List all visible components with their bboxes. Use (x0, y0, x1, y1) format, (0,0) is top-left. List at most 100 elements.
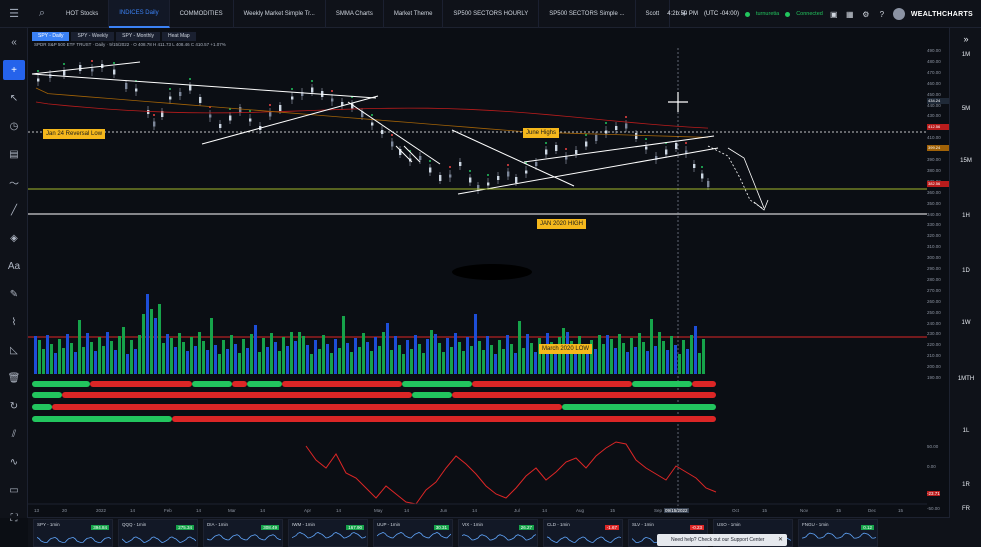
candle-body (279, 105, 282, 111)
mini-chart[interactable]: SPY - 1min 394.84 (33, 519, 113, 547)
fullscreen-icon[interactable]: ⛶ (10, 512, 18, 524)
text-tool-icon[interactable]: Aa (7, 260, 21, 272)
workspace-tab[interactable]: SP500 SECTORS HOURLY (443, 0, 540, 28)
brush-tool-icon[interactable]: ✎ (9, 288, 19, 300)
rsi-label: -23.71 (927, 491, 940, 496)
workspace-tab[interactable]: COMMODITIES (170, 0, 234, 28)
candle-body (189, 85, 192, 91)
mini-chart[interactable]: IWM - 1min 167.90 (288, 519, 368, 547)
indicator-icon[interactable]: ⫽ (11, 428, 17, 440)
volume-bar (86, 333, 89, 374)
shapes-tool-icon[interactable]: ◈ (10, 232, 18, 244)
chart-tab[interactable]: SPY - Weekly (71, 32, 115, 41)
price-label: 490.00 (927, 48, 941, 53)
chart-tab[interactable]: SPY - Monthly (116, 32, 161, 41)
annotation-june-highs[interactable]: June Highs (523, 128, 560, 138)
chart-area[interactable] (28, 28, 949, 518)
workspace-tab[interactable]: Weekly Market Simple Tr... (234, 0, 326, 28)
layout-icon[interactable]: ▭ (9, 484, 19, 496)
workspace-tab[interactable]: HOT Stocks (56, 0, 110, 28)
timeframe-button[interactable]: 1D (962, 268, 970, 274)
signal-dot (565, 148, 567, 150)
mini-chart[interactable]: FNGU - 1min 0.12 (798, 519, 878, 547)
help-icon[interactable]: ? (879, 9, 885, 19)
mini-chart[interactable]: UUP - 1min 30.31 (373, 519, 453, 547)
crosshair-tool-icon[interactable]: + (3, 60, 25, 80)
user-name[interactable]: turnuretia (755, 11, 780, 17)
workspace-tab[interactable]: Scott (636, 0, 671, 28)
clock-tool-icon[interactable]: ◷ (9, 120, 19, 132)
expand-icon[interactable]: » (963, 34, 969, 44)
price-label: 200.00 (927, 364, 941, 370)
save-icon[interactable]: ▣ (830, 9, 838, 19)
timeframe-button[interactable]: FR (962, 506, 970, 512)
mini-chart[interactable]: CLD - 1min -1.67 (543, 519, 623, 547)
candle-body (381, 130, 384, 134)
chart-canvas[interactable] (28, 28, 949, 518)
mini-chart[interactable]: VIX - 1min 26.27 (458, 519, 538, 547)
refresh-icon[interactable]: ↻ (9, 400, 19, 412)
volume-bar (494, 354, 497, 374)
price-label: 440.00 (927, 102, 941, 108)
trend-tool-icon[interactable]: 〜 (9, 178, 19, 190)
chart-tab[interactable]: Heat Map (162, 32, 196, 41)
volume-bar (178, 333, 181, 374)
mini-chart[interactable]: DIA - 1min 308.49 (203, 519, 283, 547)
volume-bar (498, 340, 501, 374)
workspace-tab[interactable]: SMMA Charts (326, 0, 384, 28)
timeframe-button[interactable]: 1L (962, 428, 970, 434)
timeframe-button[interactable]: 15M (960, 158, 972, 164)
menu-icon[interactable]: ☰ (9, 8, 19, 20)
candle-body (469, 177, 472, 183)
time-label: Apr (304, 508, 312, 513)
avatar[interactable] (892, 8, 905, 20)
annotation-jan24[interactable]: Jan 24 Reversal Low (43, 129, 106, 139)
indicator-segment (452, 392, 716, 398)
grid-icon[interactable]: ▦ (846, 9, 854, 19)
gear-icon[interactable]: ⚙ (862, 9, 870, 19)
timeframe-button[interactable]: 1R (962, 482, 970, 488)
price-label: 360.00 (927, 189, 941, 195)
trendline (403, 145, 421, 163)
timeframe-button[interactable]: 1H (962, 213, 970, 219)
calendar-tool-icon[interactable]: ▤ (9, 148, 19, 160)
timeframe-button[interactable]: 1W (961, 320, 971, 326)
candle-body (179, 92, 182, 96)
candle-body (249, 118, 252, 122)
trendline (347, 101, 441, 165)
annotation-jan2020[interactable]: JAN 2020 HIGH (537, 219, 587, 229)
measure-tool-icon[interactable]: ⌇ (11, 316, 17, 328)
time-label: 14 (260, 508, 266, 513)
timeframe-button[interactable]: 1MTH (957, 376, 975, 382)
timeframe-button[interactable]: 1M (961, 52, 971, 58)
fib-tool-icon[interactable]: ◺ (10, 344, 18, 356)
price-label: 260.00 (927, 298, 941, 304)
close-icon[interactable]: ✕ (777, 537, 783, 543)
chart-tab[interactable]: SPY - Daily (32, 32, 70, 41)
price-tag: 382.56 (927, 181, 949, 187)
mini-chart-symbol: VIX - 1min (462, 522, 484, 527)
workspace-tab[interactable]: Market Theme (384, 0, 444, 28)
workspace-tab[interactable]: INDICES Daily (109, 0, 170, 28)
volume-bar (166, 334, 169, 374)
volume-bar (514, 353, 517, 374)
price-label: 270.00 (927, 287, 941, 293)
pointer-tool-icon[interactable]: ↖ (9, 92, 19, 104)
candle-body (269, 111, 272, 117)
search-icon[interactable]: ⌕ (38, 7, 46, 19)
support-banner[interactable]: Need help? Check out our Support Center … (657, 534, 787, 546)
volume-bar (190, 337, 193, 374)
line-tool-icon[interactable]: ╱ (10, 204, 18, 216)
mini-chart[interactable]: QQQ - 1min 275.34 (118, 519, 198, 547)
collapse-icon[interactable]: « (11, 36, 17, 48)
timeframe-button[interactable]: 5M (961, 106, 971, 112)
annotation-march2020[interactable]: March 2020 LOW (539, 344, 593, 354)
indicator-segment (90, 381, 192, 387)
candle-body (701, 173, 704, 179)
add-tab-icon[interactable]: + (680, 7, 688, 20)
volume-bar (370, 351, 373, 374)
trash-icon[interactable]: 🗑 (7, 372, 21, 384)
signal-dot (37, 70, 39, 72)
workspace-tab[interactable]: SP500 SECTORS Simple ... (539, 0, 636, 28)
scanner-icon[interactable]: ∿ (9, 456, 19, 468)
